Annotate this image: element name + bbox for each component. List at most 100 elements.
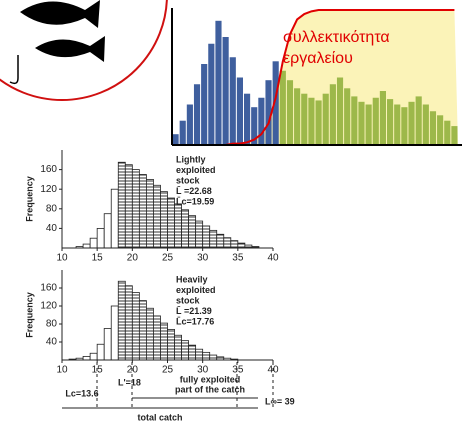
histogram-bar [104,329,111,361]
bar [237,78,243,146]
bar [337,78,343,146]
bar [201,64,207,145]
histogram-bar [153,316,160,360]
bar [316,100,322,145]
histogram-bar [97,344,104,360]
histogram-bar [153,185,160,248]
bar [187,105,193,146]
figure: συλλεκτικότηταεργαλείου40801201601015202… [0,0,467,430]
y-tick-label: 80 [46,203,58,214]
note: Lc=13.6 [65,388,98,398]
histogram-bar [139,175,146,249]
bar [301,94,307,145]
histogram-bar [196,349,203,360]
histogram-bar [160,323,167,360]
y-tick-label: 120 [40,184,57,195]
bar [401,107,407,145]
y-axis-label: Frequency [24,292,34,338]
bar [294,88,300,145]
y-tick-label: 80 [46,319,58,330]
histogram-bar [238,243,245,248]
bar [423,105,429,146]
bar [230,57,236,145]
x-tick-label: 10 [56,365,68,376]
bar [366,105,372,146]
x-tick-label: 25 [162,365,174,376]
histogram-bar [189,216,196,248]
bar [351,96,357,145]
x-tick-label: 30 [197,253,209,264]
annotation: Lightly [176,154,206,164]
bar [451,126,457,145]
histogram-bar [83,244,90,248]
histogram-bar [210,230,217,248]
bar [244,94,250,145]
annotation: exploited [176,165,216,175]
histogram-bar [111,306,118,360]
histogram-bar [175,204,182,248]
histogram-bar [217,234,224,248]
annotation: L̄ =21.39 [176,306,212,316]
annotation: συλλεκτικότητα [283,29,390,46]
note: L'=18 [118,377,141,387]
histogram-bar [182,210,189,248]
bar [173,134,179,145]
histogram-bar [90,238,97,248]
bar [373,98,379,145]
annotation: εργαλείου [283,50,353,67]
y-tick-label: 160 [40,283,57,294]
bar [323,94,329,145]
histogram-bar [97,228,104,248]
bar [330,84,336,145]
bar [215,21,221,145]
annotation: Heavily [176,274,208,284]
bar [437,115,443,145]
bar [223,37,229,145]
histogram-bar [175,335,182,360]
annotation: exploited [176,285,216,295]
histogram-bar [125,165,132,248]
x-tick-label: 20 [127,253,139,264]
bar [358,102,364,145]
histogram-bar [132,293,139,361]
x-tick-label: 10 [56,253,68,264]
histogram-bar [203,352,210,360]
note: part of the catch [175,384,245,394]
histogram-bar [125,286,132,360]
histogram-bar [196,221,203,248]
histogram-bar [118,281,125,360]
y-tick-label: 40 [46,337,58,348]
bar [394,105,400,146]
annotation: stock [176,295,201,305]
bar [444,121,450,145]
x-tick-label: 35 [232,253,244,264]
bar [194,84,200,145]
note: total catch [137,412,182,422]
bar [416,96,422,145]
bar [380,91,386,145]
annotation: L̄c=17.76 [176,316,214,326]
bar [430,111,436,145]
y-axis-label: Frequency [24,176,34,222]
histogram-bar [168,329,175,360]
annotation: L̄ =22.68 [176,186,212,196]
x-tick-label: 20 [127,365,139,376]
x-tick-label: 40 [267,253,279,264]
histogram-bar [168,198,175,248]
histogram-bar [90,353,97,360]
bar [180,121,186,145]
histogram-bar [132,170,139,248]
bar [287,80,293,145]
bar [344,88,350,145]
bar [387,99,393,145]
histogram-bar [104,214,111,248]
bar [280,71,286,145]
note: L∞= 39 [265,396,295,406]
bar [408,102,414,145]
annotation: L̄c=19.59 [176,196,214,206]
histogram-bar [182,341,189,360]
fish-icon [0,0,167,100]
y-tick-label: 40 [46,223,58,234]
bar [258,98,264,145]
histogram-bar [111,189,118,248]
